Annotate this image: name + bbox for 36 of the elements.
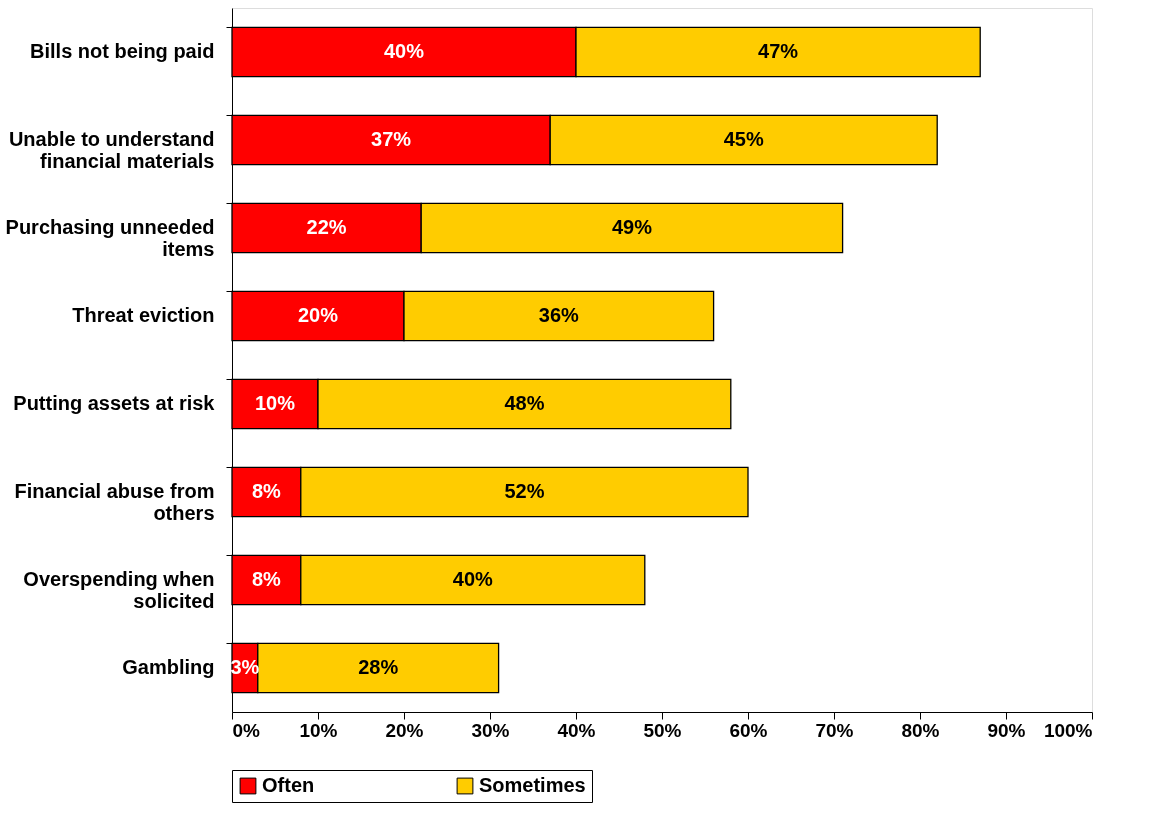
x-tick-label: 10% — [299, 719, 338, 741]
x-tick-label: 20% — [385, 719, 424, 741]
data-label: 47% — [758, 40, 799, 62]
y-tick-label: Overspending when solicited — [23, 568, 215, 612]
x-tick-label: 100% — [1043, 719, 1093, 741]
x-tick-label: 0% — [232, 719, 261, 741]
data-label: 22% — [306, 216, 347, 238]
data-label: 40% — [452, 568, 494, 590]
data-label: 8% — [251, 480, 282, 502]
data-label: 10% — [254, 392, 296, 414]
x-tick-label: 80% — [901, 719, 940, 741]
legend-label: Sometimes — [479, 774, 586, 796]
y-tick-label: Gambling — [122, 656, 215, 678]
data-label: 20% — [297, 304, 339, 326]
data-label: 49% — [611, 216, 653, 238]
x-tick-label: 50% — [643, 719, 682, 741]
data-label: 48% — [504, 392, 545, 414]
data-label: 36% — [538, 304, 580, 326]
x-tick-label: 90% — [987, 719, 1026, 741]
y-tick-label: Putting assets at risk — [13, 392, 216, 414]
data-label: 52% — [504, 480, 545, 502]
legend-label: Often — [262, 774, 315, 796]
x-tick-label: 40% — [557, 719, 596, 741]
data-label: 37% — [371, 128, 412, 150]
y-tick-label: Purchasing unneeded items — [5, 216, 215, 260]
x-tick-label: 30% — [471, 719, 510, 741]
y-tick-label: Financial abuse from others — [14, 480, 215, 524]
y-tick-label: Threat eviction — [72, 304, 215, 326]
x-tick-label: 60% — [729, 719, 768, 741]
y-tick-label: Unable to understand financial materials — [8, 128, 215, 172]
data-label: 8% — [251, 568, 282, 590]
data-label: 28% — [358, 656, 399, 678]
data-label: 40% — [383, 40, 425, 62]
y-tick-label: Bills not being paid — [30, 40, 215, 62]
data-label: 45% — [723, 128, 764, 150]
x-tick-label: 70% — [815, 719, 854, 741]
